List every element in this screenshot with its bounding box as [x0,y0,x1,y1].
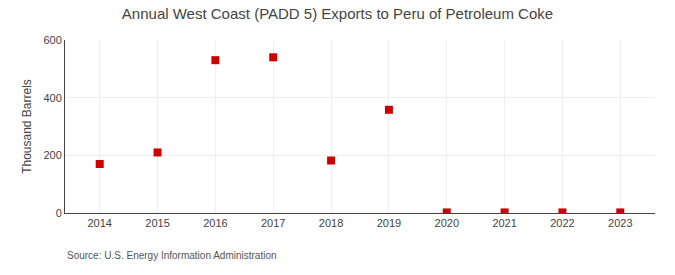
svg-text:2022: 2022 [550,217,574,229]
svg-text:200: 200 [43,149,61,161]
svg-text:2023: 2023 [608,217,632,229]
svg-text:Annual West Coast (PADD 5) Exp: Annual West Coast (PADD 5) Exports to Pe… [122,5,553,22]
svg-text:2016: 2016 [203,217,227,229]
svg-text:2019: 2019 [377,217,401,229]
svg-text:2017: 2017 [261,217,285,229]
svg-text:Thousand Barrels: Thousand Barrels [20,79,34,174]
svg-text:2018: 2018 [319,217,343,229]
svg-text:2014: 2014 [87,217,111,229]
svg-text:0: 0 [56,207,62,219]
svg-text:400: 400 [43,92,61,104]
svg-text:Source: U.S. Energy Informatio: Source: U.S. Energy Information Administ… [67,250,277,261]
svg-text:2021: 2021 [492,217,516,229]
svg-text:600: 600 [43,34,61,46]
svg-text:2020: 2020 [435,217,459,229]
svg-text:2015: 2015 [145,217,169,229]
